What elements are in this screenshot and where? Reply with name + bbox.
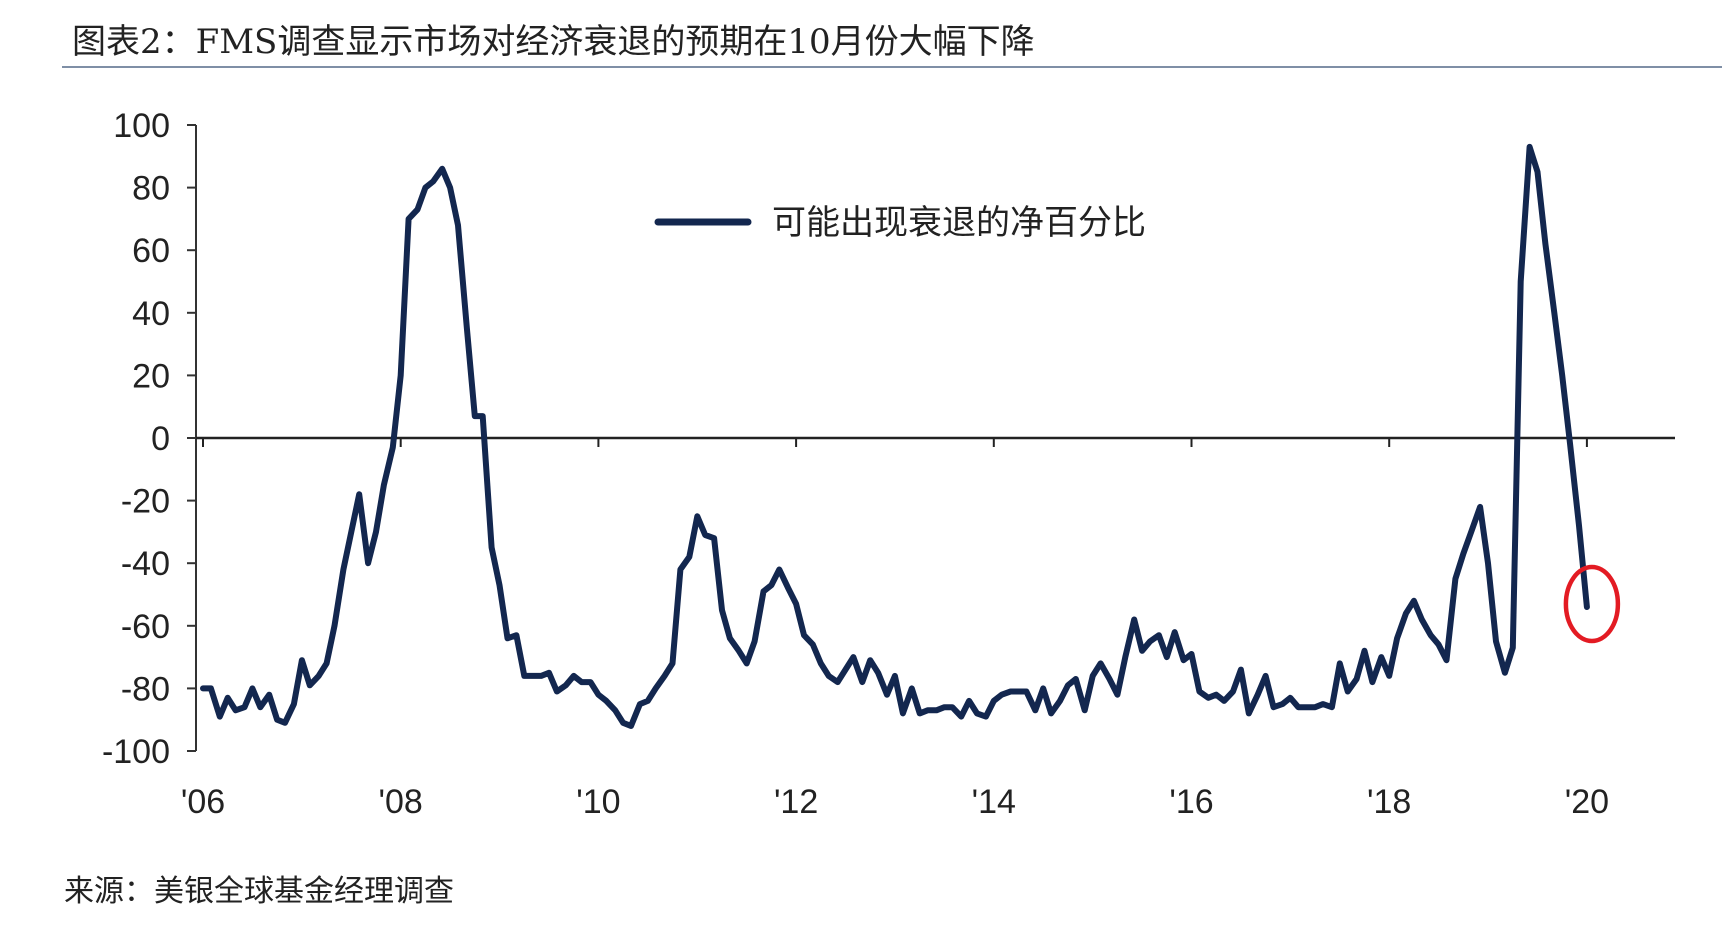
page-title: 图表2：FMS调查显示市场对经济衰退的预期在10月份大幅下降 xyxy=(72,22,1035,62)
series-line xyxy=(200,143,1590,729)
x-tick-label: '10 xyxy=(576,783,620,821)
legend: 可能出现衰退的净百分比 xyxy=(654,203,1146,243)
title-divider xyxy=(62,66,1722,68)
x-axis: '06 '08 '10 '12 '14 '16 '18 '20 xyxy=(181,436,1675,821)
x-tick-label: '06 xyxy=(181,783,225,821)
y-tick-label: -100 xyxy=(102,733,170,771)
y-tick-label: 40 xyxy=(132,295,170,333)
y-tick-label: 20 xyxy=(132,357,170,395)
y-tick-label: 80 xyxy=(132,170,170,208)
x-tick-label: '18 xyxy=(1367,783,1411,821)
y-tick-label: 0 xyxy=(151,420,170,458)
x-tick-label: '16 xyxy=(1169,783,1213,821)
source-note: 来源：美银全球基金经理调查 xyxy=(64,874,454,909)
x-tick-label: '14 xyxy=(972,783,1016,821)
y-tick-label: 60 xyxy=(132,232,170,270)
y-tick-label: -80 xyxy=(121,670,170,708)
x-tick-label: '12 xyxy=(774,783,818,821)
y-axis: 100 80 60 40 20 0 -20 -40 -60 -80 -100 xyxy=(102,107,197,771)
highlight-circle xyxy=(1563,564,1621,644)
y-tick-label: 100 xyxy=(113,107,170,145)
series-lines xyxy=(200,143,1590,729)
y-tick-label: -40 xyxy=(121,545,170,583)
legend-label: 可能出现衰退的净百分比 xyxy=(772,203,1146,243)
y-tick-label: -20 xyxy=(121,483,170,521)
annotations xyxy=(1563,564,1621,644)
y-tick-label: -60 xyxy=(121,608,170,646)
x-tick-label: '08 xyxy=(379,783,423,821)
x-tick-label: '20 xyxy=(1565,783,1609,821)
